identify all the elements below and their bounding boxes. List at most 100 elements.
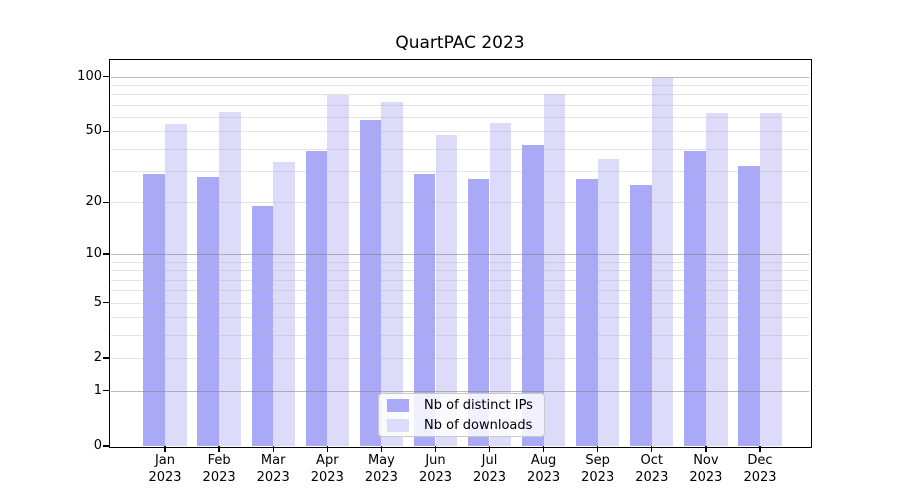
gridline-minor-7 bbox=[111, 279, 809, 281]
x-tick-mark-aug bbox=[542, 446, 545, 452]
bar-downloads-dec bbox=[760, 113, 782, 446]
y-tick-label-100: 100 bbox=[77, 68, 102, 84]
gridline-minor-30 bbox=[111, 171, 809, 173]
bar-downloads-may bbox=[381, 101, 404, 446]
x-tick-mark-nov bbox=[705, 446, 707, 452]
y-tick-label-1: 1 bbox=[93, 382, 102, 398]
x-tick-mark-jan bbox=[164, 446, 166, 452]
bar-ips-nov bbox=[684, 150, 706, 446]
x-tick-label-mar: Mar 2023 bbox=[243, 452, 303, 486]
bar-ips-sep bbox=[576, 179, 598, 446]
bar-downloads-jul bbox=[489, 122, 512, 446]
gridline-major-100 bbox=[111, 76, 809, 78]
chart-title: QuartPAC 2023 bbox=[395, 33, 525, 53]
gridline-minor-40 bbox=[111, 148, 809, 150]
x-tick-mark-apr bbox=[326, 446, 328, 452]
y-tick-label-20: 20 bbox=[85, 194, 102, 210]
x-tick-mark-oct bbox=[651, 446, 653, 452]
gridline-minor-2 bbox=[111, 358, 809, 360]
legend-label-downloads: Nb of downloads bbox=[424, 417, 533, 433]
y-tick-label-0: 0 bbox=[93, 438, 102, 453]
y-tick-label-50: 50 bbox=[85, 123, 102, 139]
x-tick-mark-dec bbox=[759, 446, 761, 452]
x-tick-year: 2023 bbox=[472, 470, 507, 485]
x-tick-label-aug: Aug 2023 bbox=[514, 452, 574, 486]
x-tick-label-may: May 2023 bbox=[351, 452, 411, 486]
y-tick-mark-1 bbox=[103, 389, 110, 392]
x-tick-year: 2023 bbox=[635, 470, 669, 485]
y-tick-label-5: 5 bbox=[93, 294, 102, 310]
x-tick-label-feb: Feb 2023 bbox=[189, 452, 249, 486]
x-tick-label-apr: Apr 2023 bbox=[297, 452, 357, 486]
gridline-minor-50 bbox=[111, 131, 809, 133]
bar-downloads-aug bbox=[543, 94, 566, 446]
x-tick-label-nov: Nov 2023 bbox=[676, 452, 736, 486]
bar-downloads-sep bbox=[597, 159, 620, 446]
bar-downloads-apr bbox=[327, 95, 349, 446]
x-tick-label-dec: Dec 2023 bbox=[730, 452, 790, 486]
gridline-minor-9 bbox=[111, 261, 809, 263]
x-tick-label-jan: Jan 2023 bbox=[135, 452, 195, 486]
x-tick-mark-jul bbox=[488, 446, 491, 452]
y-tick-mark-5 bbox=[103, 301, 110, 304]
bar-downloads-mar bbox=[273, 161, 295, 446]
y-tick-label-10: 10 bbox=[85, 246, 102, 262]
x-tick-month: Nov bbox=[693, 453, 719, 468]
gridline-minor-90 bbox=[111, 85, 809, 86]
gridline-minor-8 bbox=[111, 270, 809, 272]
x-tick-label-jun: Jun 2023 bbox=[406, 452, 466, 486]
bar-downloads-feb bbox=[219, 112, 241, 446]
x-tick-mark-mar bbox=[272, 446, 274, 452]
bar-ips-aug bbox=[521, 145, 544, 446]
x-tick-year: 2023 bbox=[581, 470, 615, 485]
x-tick-month: Oct bbox=[640, 453, 664, 468]
x-tick-month: Jun bbox=[425, 453, 446, 468]
x-tick-month: Apr bbox=[316, 453, 339, 468]
bar-ips-jul bbox=[467, 179, 490, 446]
gridline-minor-70 bbox=[111, 104, 809, 106]
bar-ips-may bbox=[359, 119, 382, 446]
x-tick-month: Jan bbox=[154, 453, 176, 468]
bar-ips-feb bbox=[197, 176, 220, 446]
x-tick-mark-sep bbox=[597, 446, 599, 452]
x-tick-label-jul: Jul 2023 bbox=[460, 452, 520, 486]
x-tick-year: 2023 bbox=[202, 470, 236, 485]
x-tick-mark-jun bbox=[434, 446, 437, 452]
x-tick-month: Feb bbox=[207, 453, 231, 468]
x-tick-year: 2023 bbox=[418, 470, 453, 485]
legend-item-downloads: Nb of downloads bbox=[387, 417, 544, 433]
x-tick-month: Aug bbox=[530, 453, 557, 468]
x-tick-year: 2023 bbox=[364, 470, 398, 485]
y-tick-mark-2 bbox=[103, 357, 110, 359]
x-tick-month: May bbox=[367, 453, 395, 468]
y-tick-mark-100 bbox=[103, 76, 110, 78]
x-tick-mark-may bbox=[380, 446, 383, 452]
bar-downloads-oct bbox=[651, 78, 674, 446]
x-tick-year: 2023 bbox=[743, 470, 777, 485]
gridline-minor-3 bbox=[111, 335, 809, 337]
bar-downloads-jun bbox=[435, 134, 458, 446]
gridline-minor-6 bbox=[111, 290, 809, 292]
bar-ips-dec bbox=[738, 166, 760, 446]
gridline-minor-60 bbox=[111, 117, 809, 118]
bar-downloads-jan bbox=[165, 123, 187, 446]
y-tick-label-2: 2 bbox=[93, 350, 102, 366]
legend: Nb of distinct IPs Nb of downloads bbox=[378, 393, 545, 437]
gridline-major-10 bbox=[111, 254, 809, 256]
gridline-minor-4 bbox=[111, 317, 809, 319]
legend-swatch-distinct-ips bbox=[387, 398, 409, 412]
x-tick-label-oct: Oct 2023 bbox=[622, 452, 682, 486]
legend-item-distinct-ips: Nb of distinct IPs bbox=[387, 397, 544, 413]
bar-downloads-nov bbox=[705, 113, 728, 446]
y-tick-mark-20 bbox=[103, 201, 110, 204]
legend-label-distinct-ips: Nb of distinct IPs bbox=[424, 397, 533, 413]
bar-ips-jun bbox=[413, 173, 436, 446]
bar-ips-oct bbox=[630, 185, 652, 446]
bar-ips-mar bbox=[251, 206, 274, 446]
gridline-minor-80 bbox=[111, 94, 809, 96]
bar-ips-jan bbox=[143, 173, 165, 446]
gridline-major-1 bbox=[111, 390, 809, 392]
x-tick-month: Dec bbox=[747, 453, 773, 468]
x-tick-year: 2023 bbox=[148, 470, 182, 485]
